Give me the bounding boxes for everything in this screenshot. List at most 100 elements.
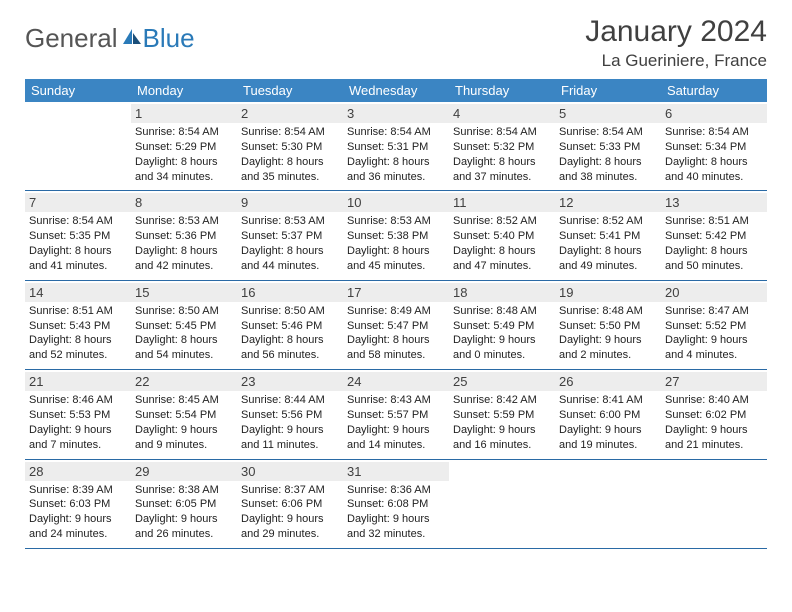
calendar-day-cell: 20 Sunrise: 8:47 AMSunset: 5:52 PMDayligh… (661, 281, 767, 369)
weekday-header-row: SundayMondayTuesdayWednesdayThursdayFrid… (25, 79, 767, 102)
sun-info: Sunrise: 8:54 AMSunset: 5:31 PMDaylight:… (347, 125, 445, 184)
calendar-day-cell: 8 Sunrise: 8:53 AMSunset: 5:36 PMDaylight… (131, 191, 237, 279)
day-number: 18 (449, 283, 555, 302)
calendar-day-cell: 21 Sunrise: 8:46 AMSunset: 5:53 PMDayligh… (25, 370, 131, 458)
calendar-week-row: 1 Sunrise: 8:54 AMSunset: 5:29 PMDaylight… (25, 102, 767, 191)
day-number: 2 (237, 104, 343, 123)
sun-info: Sunrise: 8:51 AMSunset: 5:43 PMDaylight:… (29, 304, 127, 363)
day-number: 10 (343, 193, 449, 212)
sun-info: Sunrise: 8:50 AMSunset: 5:46 PMDaylight:… (241, 304, 339, 363)
calendar-day-cell: 10 Sunrise: 8:53 AMSunset: 5:38 PMDayligh… (343, 191, 449, 279)
calendar-day-cell: 13 Sunrise: 8:51 AMSunset: 5:42 PMDayligh… (661, 191, 767, 279)
day-number: 9 (237, 193, 343, 212)
calendar-day-cell: 28 Sunrise: 8:39 AMSunset: 6:03 PMDayligh… (25, 460, 131, 548)
calendar-day-cell: 14 Sunrise: 8:51 AMSunset: 5:43 PMDayligh… (25, 281, 131, 369)
day-number: 5 (555, 104, 661, 123)
sun-info: Sunrise: 8:54 AMSunset: 5:30 PMDaylight:… (241, 125, 339, 184)
calendar-day-cell: 25Sunrise: 8:42 AMSunset: 5:59 PMDayligh… (449, 370, 555, 458)
sun-info: Sunrise: 8:54 AMSunset: 5:33 PMDaylight:… (559, 125, 657, 184)
day-number: 19 (555, 283, 661, 302)
calendar-day-cell: 17 Sunrise: 8:49 AMSunset: 5:47 PMDayligh… (343, 281, 449, 369)
sun-info: Sunrise: 8:49 AMSunset: 5:47 PMDaylight:… (347, 304, 445, 363)
sun-info: Sunrise: 8:53 AMSunset: 5:36 PMDaylight:… (135, 214, 233, 273)
calendar-week-row: 14 Sunrise: 8:51 AMSunset: 5:43 PMDayligh… (25, 281, 767, 370)
sun-info: Sunrise: 8:54 AMSunset: 5:34 PMDaylight:… (665, 125, 763, 184)
weekday-header-cell: Saturday (661, 79, 767, 102)
sun-info: Sunrise: 8:41 AMSunset: 6:00 PMDaylight:… (559, 393, 657, 452)
sun-info: Sunrise: 8:43 AMSunset: 5:57 PMDaylight:… (347, 393, 445, 452)
weekday-header-cell: Wednesday (343, 79, 449, 102)
calendar-day-cell: 5 Sunrise: 8:54 AMSunset: 5:33 PMDaylight… (555, 102, 661, 190)
sun-info: Sunrise: 8:54 AMSunset: 5:29 PMDaylight:… (135, 125, 233, 184)
sun-info: Sunrise: 8:47 AMSunset: 5:52 PMDaylight:… (665, 304, 763, 363)
calendar-day-cell: 18 Sunrise: 8:48 AMSunset: 5:49 PMDayligh… (449, 281, 555, 369)
calendar-day-cell (555, 460, 661, 548)
calendar-day-cell: 19 Sunrise: 8:48 AMSunset: 5:50 PMDayligh… (555, 281, 661, 369)
day-number: 3 (343, 104, 449, 123)
header: General Blue January 2024 La Gueriniere,… (25, 15, 767, 71)
logo-text-2: Blue (143, 23, 195, 54)
calendar-day-cell (25, 102, 131, 190)
sun-info: Sunrise: 8:50 AMSunset: 5:45 PMDaylight:… (135, 304, 233, 363)
day-number: 22 (131, 372, 237, 391)
day-number: 27 (661, 372, 767, 391)
sun-info: Sunrise: 8:46 AMSunset: 5:53 PMDaylight:… (29, 393, 127, 452)
day-number: 17 (343, 283, 449, 302)
sun-info: Sunrise: 8:37 AMSunset: 6:06 PMDaylight:… (241, 483, 339, 542)
calendar-day-cell: 27 Sunrise: 8:40 AMSunset: 6:02 PMDayligh… (661, 370, 767, 458)
calendar-day-cell: 9 Sunrise: 8:53 AMSunset: 5:37 PMDaylight… (237, 191, 343, 279)
calendar-week-row: 21 Sunrise: 8:46 AMSunset: 5:53 PMDayligh… (25, 370, 767, 459)
calendar-day-cell: 6 Sunrise: 8:54 AMSunset: 5:34 PMDaylight… (661, 102, 767, 190)
day-number: 29 (131, 462, 237, 481)
day-number: 11 (449, 193, 555, 212)
day-number: 12 (555, 193, 661, 212)
day-number: 26 (555, 372, 661, 391)
sun-info: Sunrise: 8:39 AMSunset: 6:03 PMDaylight:… (29, 483, 127, 542)
day-number: 14 (25, 283, 131, 302)
calendar-day-cell: 7Sunrise: 8:54 AMSunset: 5:35 PMDaylight… (25, 191, 131, 279)
sun-info: Sunrise: 8:38 AMSunset: 6:05 PMDaylight:… (135, 483, 233, 542)
calendar-day-cell: 3 Sunrise: 8:54 AMSunset: 5:31 PMDaylight… (343, 102, 449, 190)
sun-info: Sunrise: 8:48 AMSunset: 5:49 PMDaylight:… (453, 304, 551, 363)
sun-info: Sunrise: 8:40 AMSunset: 6:02 PMDaylight:… (665, 393, 763, 452)
day-number: 21 (25, 372, 131, 391)
sun-info: Sunrise: 8:51 AMSunset: 5:42 PMDaylight:… (665, 214, 763, 273)
calendar-day-cell: 22 Sunrise: 8:45 AMSunset: 5:54 PMDayligh… (131, 370, 237, 458)
day-number: 8 (131, 193, 237, 212)
sun-info: Sunrise: 8:52 AMSunset: 5:41 PMDaylight:… (559, 214, 657, 273)
sun-info: Sunrise: 8:53 AMSunset: 5:37 PMDaylight:… (241, 214, 339, 273)
calendar-day-cell: 31 Sunrise: 8:36 AMSunset: 6:08 PMDayligh… (343, 460, 449, 548)
calendar-day-cell: 24Sunrise: 8:43 AMSunset: 5:57 PMDayligh… (343, 370, 449, 458)
day-number: 31 (343, 462, 449, 481)
calendar-week-row: 28 Sunrise: 8:39 AMSunset: 6:03 PMDayligh… (25, 460, 767, 549)
day-number: 13 (661, 193, 767, 212)
logo-text-1: General (25, 23, 118, 54)
calendar-day-cell: 4Sunrise: 8:54 AMSunset: 5:32 PMDaylight… (449, 102, 555, 190)
sun-info: Sunrise: 8:36 AMSunset: 6:08 PMDaylight:… (347, 483, 445, 542)
logo: General Blue (25, 15, 195, 54)
sun-info: Sunrise: 8:42 AMSunset: 5:59 PMDaylight:… (453, 393, 551, 452)
calendar-day-cell: 23Sunrise: 8:44 AMSunset: 5:56 PMDayligh… (237, 370, 343, 458)
sun-info: Sunrise: 8:45 AMSunset: 5:54 PMDaylight:… (135, 393, 233, 452)
day-number: 1 (131, 104, 237, 123)
logo-sail-icon (121, 23, 143, 54)
sun-info: Sunrise: 8:48 AMSunset: 5:50 PMDaylight:… (559, 304, 657, 363)
day-number: 16 (237, 283, 343, 302)
sun-info: Sunrise: 8:54 AMSunset: 5:35 PMDaylight:… (29, 214, 127, 273)
weekday-header-cell: Sunday (25, 79, 131, 102)
day-number: 6 (661, 104, 767, 123)
calendar-day-cell (661, 460, 767, 548)
calendar-week-row: 7Sunrise: 8:54 AMSunset: 5:35 PMDaylight… (25, 191, 767, 280)
sun-info: Sunrise: 8:53 AMSunset: 5:38 PMDaylight:… (347, 214, 445, 273)
calendar-day-cell: 16 Sunrise: 8:50 AMSunset: 5:46 PMDayligh… (237, 281, 343, 369)
day-number: 23 (237, 372, 343, 391)
weekday-header-cell: Monday (131, 79, 237, 102)
calendar-day-cell: 2 Sunrise: 8:54 AMSunset: 5:30 PMDaylight… (237, 102, 343, 190)
day-number: 20 (661, 283, 767, 302)
sun-info: Sunrise: 8:52 AMSunset: 5:40 PMDaylight:… (453, 214, 551, 273)
calendar-day-cell: 15Sunrise: 8:50 AMSunset: 5:45 PMDayligh… (131, 281, 237, 369)
weekday-header-cell: Friday (555, 79, 661, 102)
calendar-day-cell: 12 Sunrise: 8:52 AMSunset: 5:41 PMDayligh… (555, 191, 661, 279)
page-title: January 2024 (585, 15, 767, 49)
day-number: 28 (25, 462, 131, 481)
